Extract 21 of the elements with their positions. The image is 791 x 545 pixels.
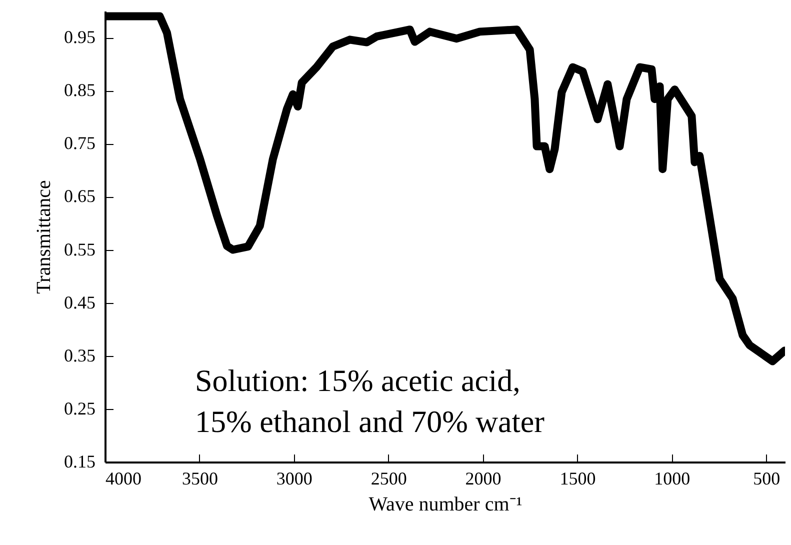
- x-tick-label: 1000: [654, 468, 690, 488]
- x-tick-label: 3500: [182, 468, 218, 488]
- y-tick-label: 0.45: [64, 292, 96, 312]
- x-tick-label: 1500: [560, 468, 596, 488]
- y-tick-label: 0.55: [64, 239, 96, 260]
- annotation: Solution: 15% acetic acid,: [195, 363, 520, 398]
- x-axis-title: Wave number cm⁻¹: [368, 494, 522, 516]
- y-axis-title: Transmittance: [33, 180, 55, 294]
- x-tick-label: 500: [753, 468, 780, 488]
- y-tick-label: 0.75: [64, 133, 96, 154]
- y-tick-label: 0.35: [64, 345, 96, 366]
- y-tick-label: 0.95: [64, 27, 96, 48]
- annotation: 15% ethanol and 70% water: [195, 404, 546, 439]
- x-tick-label: 2000: [465, 468, 502, 488]
- y-tick-label: 0.15: [64, 452, 96, 472]
- y-tick-label: 0.25: [64, 398, 96, 418]
- y-tick-label: 0.85: [64, 80, 96, 100]
- x-tick-label: 2500: [370, 468, 407, 488]
- x-tick-label: 4000: [106, 468, 142, 488]
- y-tick-label: 0.65: [64, 186, 96, 206]
- x-tick-label: 3000: [276, 468, 312, 488]
